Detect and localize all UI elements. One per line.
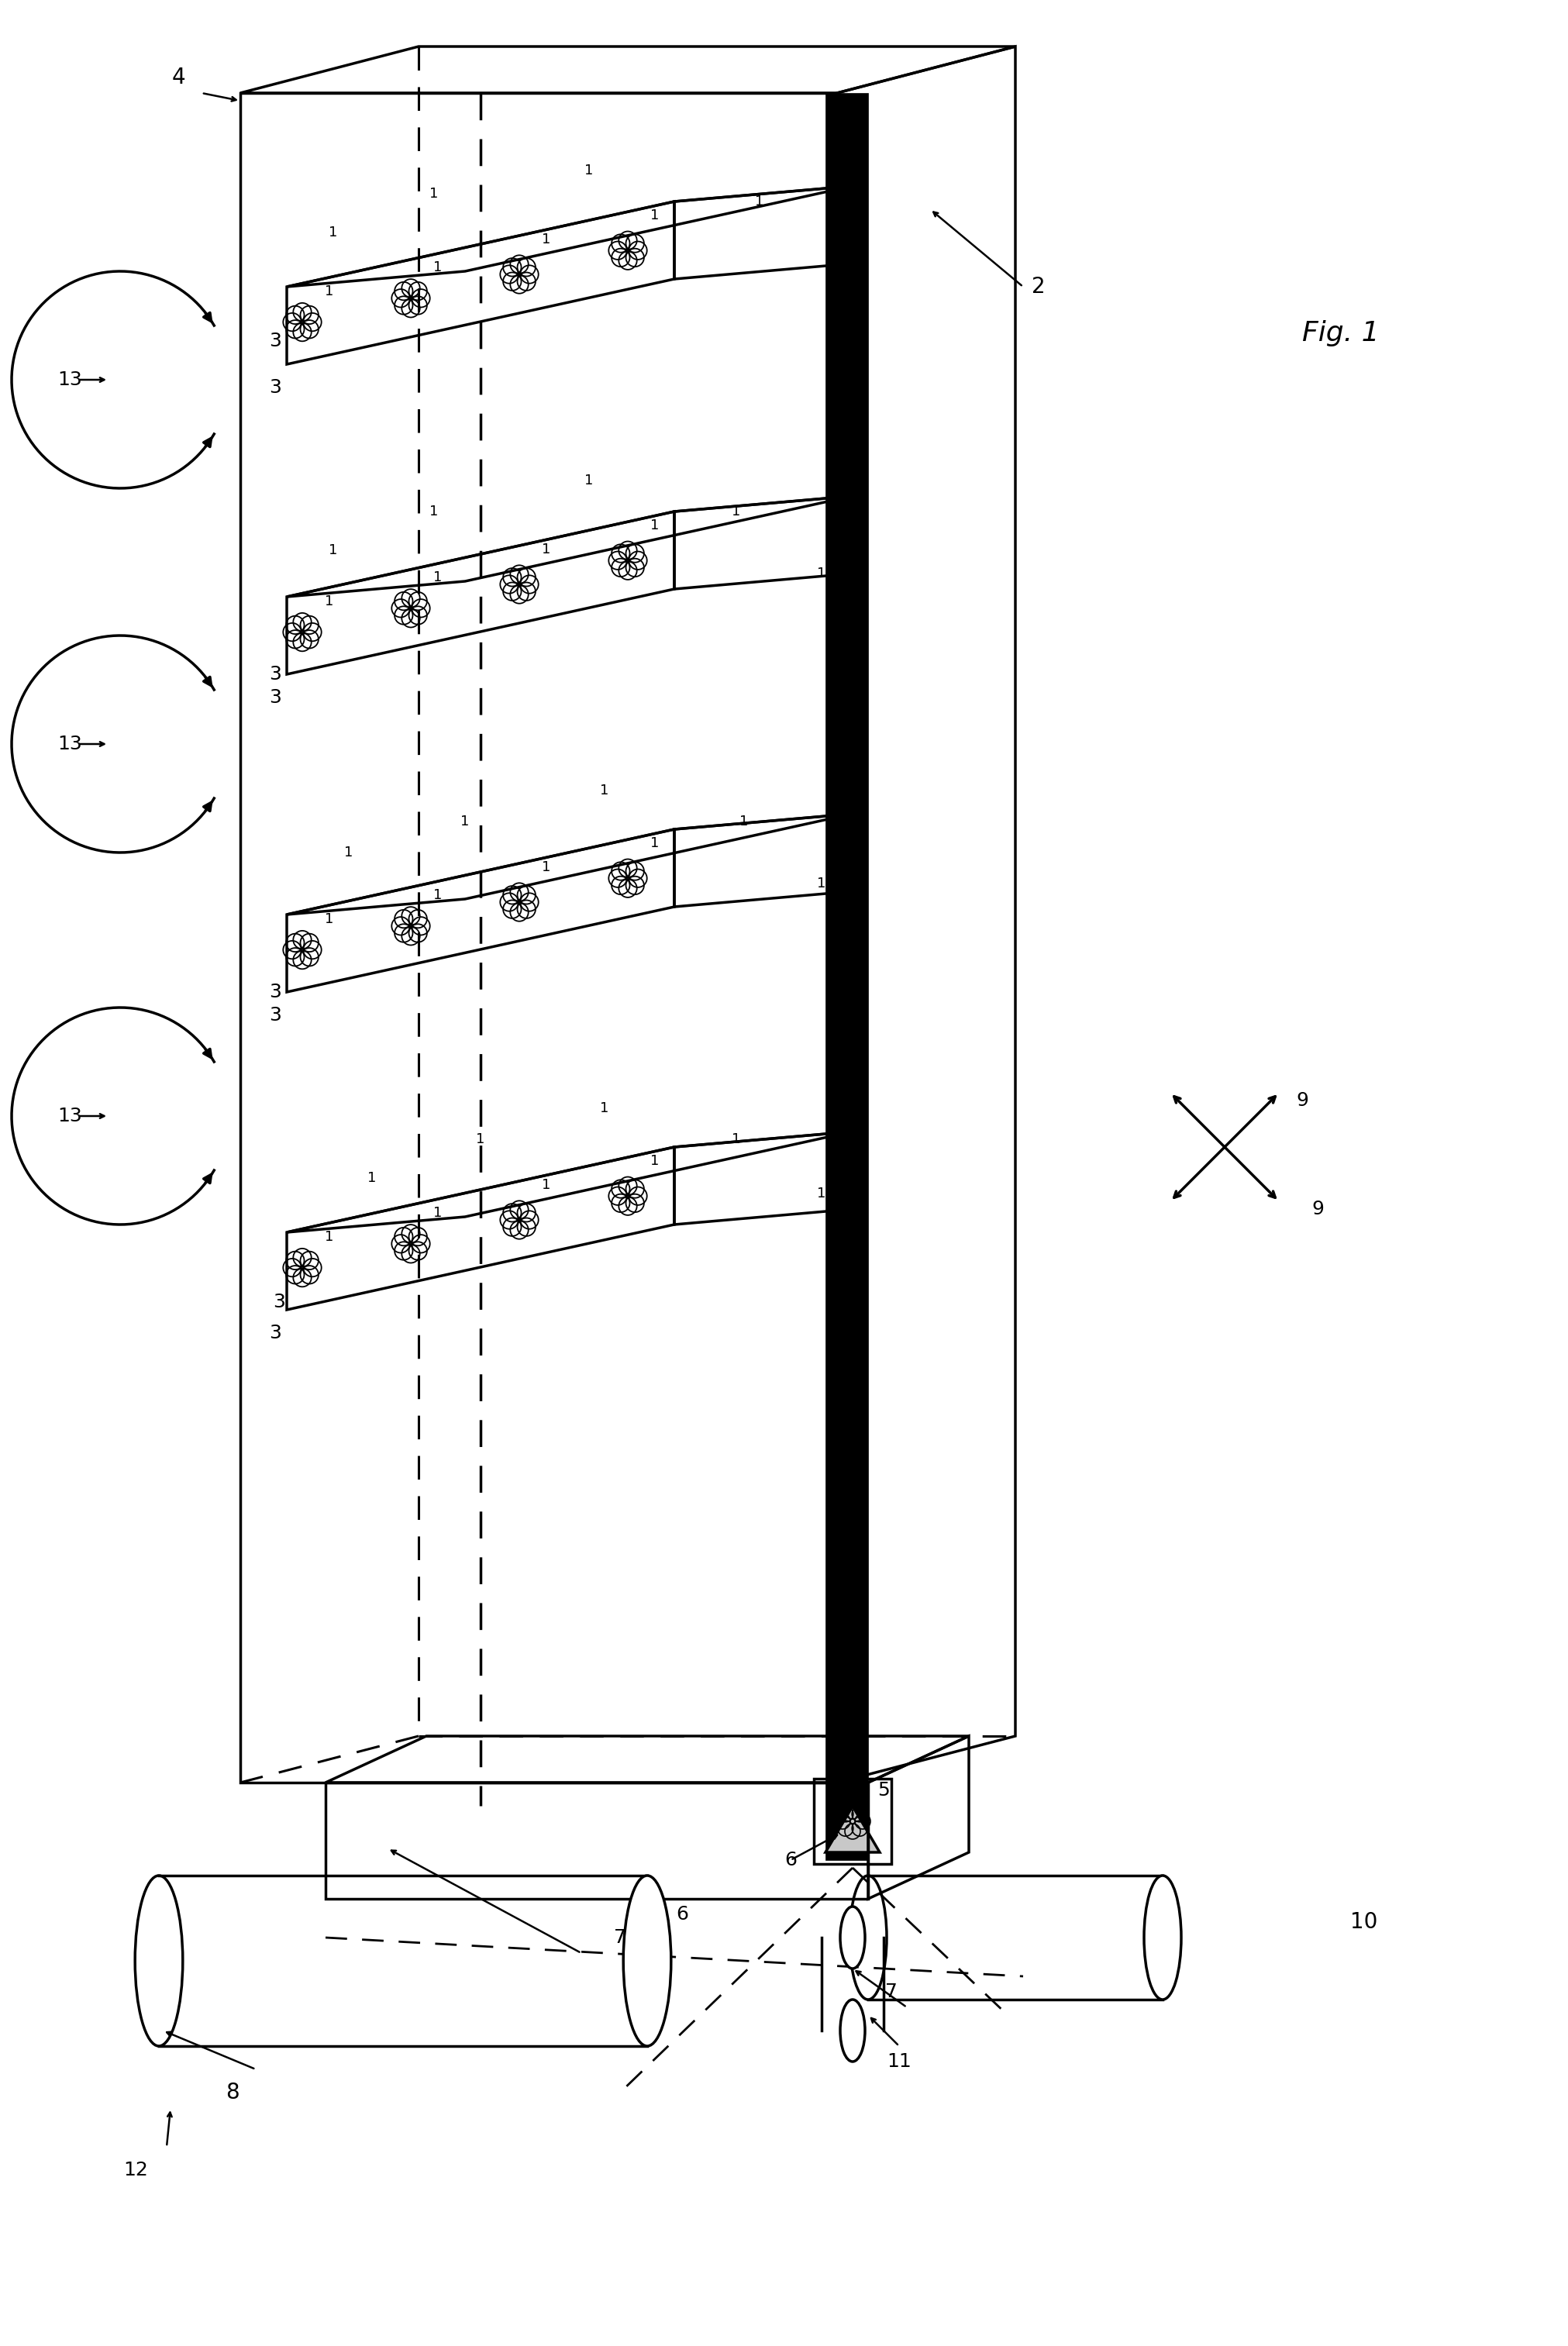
Text: 1: 1	[543, 542, 550, 556]
Text: 6: 6	[784, 1851, 797, 1870]
Text: 1: 1	[651, 838, 659, 849]
Text: 4: 4	[171, 66, 185, 89]
Text: 3: 3	[268, 1323, 281, 1342]
Text: 9: 9	[1311, 1199, 1323, 1218]
Text: 1: 1	[345, 845, 353, 859]
Text: 1: 1	[430, 504, 437, 518]
Text: 1: 1	[367, 1171, 376, 1185]
Text: 1: 1	[543, 861, 550, 875]
Text: 3: 3	[268, 331, 281, 350]
Text: 5: 5	[877, 1781, 889, 1799]
Text: 11: 11	[886, 2053, 911, 2072]
Text: 1: 1	[601, 784, 608, 798]
Text: 1: 1	[325, 1229, 334, 1243]
Text: 6: 6	[676, 1905, 688, 1924]
Text: 1: 1	[329, 544, 337, 558]
Text: 1: 1	[325, 284, 334, 298]
Text: 12: 12	[124, 2161, 147, 2179]
Text: 1: 1	[651, 209, 659, 223]
Text: 7: 7	[884, 1982, 897, 2001]
Text: 9: 9	[1295, 1091, 1308, 1110]
Text: 3: 3	[268, 1006, 281, 1025]
Text: 1: 1	[430, 188, 437, 202]
Text: 1: 1	[732, 1133, 740, 1147]
Text: 1: 1	[585, 164, 593, 178]
Text: 1: 1	[817, 565, 826, 579]
Text: 1: 1	[477, 1133, 485, 1147]
Text: 3: 3	[273, 1293, 285, 1311]
Text: 1: 1	[585, 474, 593, 488]
Text: 8: 8	[226, 2081, 240, 2104]
Text: 1: 1	[433, 1206, 442, 1220]
Text: 1: 1	[461, 814, 469, 828]
Text: 3: 3	[268, 378, 281, 396]
Ellipse shape	[840, 1907, 864, 1968]
Text: 1: 1	[325, 913, 334, 927]
Text: 13: 13	[58, 371, 82, 389]
Text: 1: 1	[601, 1100, 608, 1114]
Text: 1: 1	[433, 889, 442, 901]
Ellipse shape	[622, 1874, 671, 2046]
Text: 1: 1	[433, 570, 442, 584]
Text: 7: 7	[613, 1928, 626, 1947]
Text: 1: 1	[329, 225, 337, 239]
Text: 1: 1	[739, 814, 748, 828]
Polygon shape	[825, 1806, 880, 1853]
Text: 3: 3	[268, 983, 281, 1002]
Text: 1: 1	[825, 256, 833, 270]
Text: 10: 10	[1350, 1912, 1377, 1933]
Text: 1: 1	[732, 504, 740, 518]
Text: 13: 13	[58, 1107, 82, 1126]
Polygon shape	[825, 94, 867, 1860]
Text: 1: 1	[817, 877, 826, 891]
Text: 1: 1	[754, 195, 764, 209]
Text: 1: 1	[651, 1154, 659, 1168]
Text: 1: 1	[433, 260, 442, 274]
Text: 1: 1	[543, 232, 550, 246]
Text: 1: 1	[543, 1178, 550, 1192]
Text: 3: 3	[268, 687, 281, 706]
Text: Fig. 1: Fig. 1	[1301, 319, 1378, 347]
Text: 3: 3	[268, 664, 281, 683]
Text: 13: 13	[58, 734, 82, 753]
Text: 1: 1	[817, 1187, 826, 1201]
Text: 2: 2	[1032, 277, 1044, 298]
Text: 1: 1	[325, 594, 334, 608]
Text: 1: 1	[651, 518, 659, 533]
Ellipse shape	[1143, 1874, 1181, 1999]
